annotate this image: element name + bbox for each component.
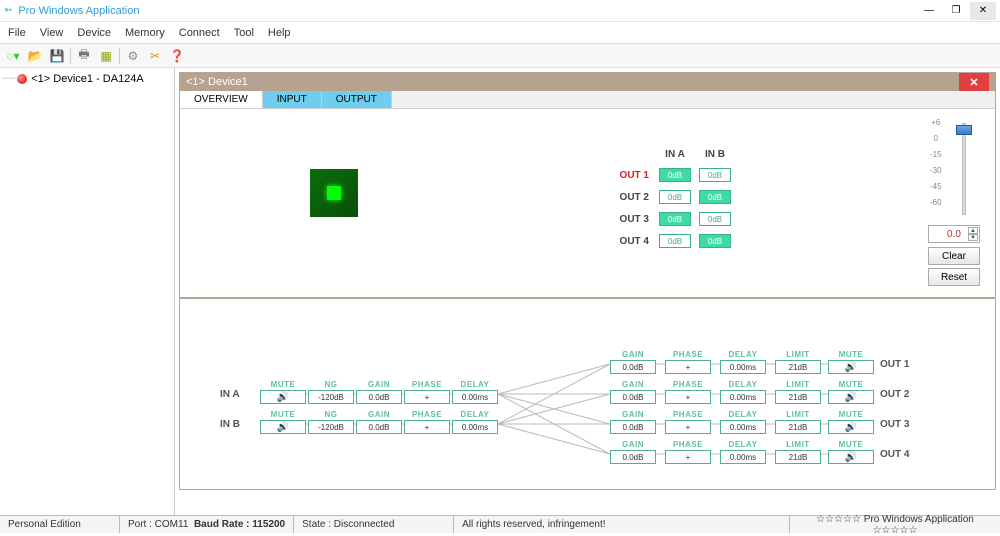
matrix-cell[interactable]: 0dB (699, 168, 731, 182)
new-icon[interactable]: ◌▾ (4, 47, 22, 65)
grid-icon[interactable]: ▦ (97, 47, 115, 65)
menu-file[interactable]: File (8, 27, 26, 39)
fader-value: 0.0 (947, 229, 961, 240)
toolbar: ◌▾ 📂 💾 🖶 ▦ ⚙ ✂ ❓ (0, 44, 1000, 68)
status-port: Port : COM11 Baud Rate : 115200 (120, 516, 294, 533)
menu-memory[interactable]: Memory (125, 27, 165, 39)
device-window-header[interactable]: <1> Device1 ✕ (180, 73, 995, 91)
workspace: <1> Device1 ✕ OVERVIEW INPUT OUTPUT IN A (175, 68, 1000, 515)
matrix-col-a: IN A (655, 149, 695, 160)
matrix-row: OUT 1 0dB 0dB (610, 164, 735, 186)
status-edition: Personal Edition (0, 516, 120, 533)
fader-track (962, 123, 966, 215)
menu-bar: File View Device Memory Connect Tool Hel… (0, 22, 1000, 44)
tree-node-label: <1> Device1 - DA124A (31, 73, 144, 85)
matrix-cell[interactable]: 0dB (659, 212, 691, 226)
signal-flow-panel: IN AIN BMUTE🔊NG-120dBGAIN0.0dBPHASE+DELA… (180, 299, 995, 489)
status-state: State : Disconnected (294, 516, 454, 533)
spinner-down[interactable]: ▼ (968, 234, 978, 241)
status-dot-icon (17, 74, 27, 84)
menu-device[interactable]: Device (77, 27, 111, 39)
status-rights: All rights reserved, infringement! (454, 516, 790, 533)
flow-connectors (180, 299, 995, 489)
status-bar: Personal Edition Port : COM11 Baud Rate … (0, 515, 1000, 533)
help-icon[interactable]: ❓ (168, 47, 186, 65)
matrix-row: OUT 2 0dB 0dB (610, 186, 735, 208)
menu-connect[interactable]: Connect (179, 27, 220, 39)
matrix-cell[interactable]: 0dB (699, 234, 731, 248)
reset-button[interactable]: Reset (928, 268, 980, 286)
fader-thumb[interactable] (956, 125, 972, 135)
matrix-cell[interactable]: 0dB (659, 190, 691, 204)
fader-value-input[interactable]: 0.0 ▲▼ (928, 225, 980, 243)
fader-panel: +60-15-30-45-60 0.0 ▲▼ Clear Reset (919, 119, 989, 289)
app-icon: ➳ (4, 5, 12, 16)
window-titlebar: ➳ Pro Windows Application — ❐ ✕ (0, 0, 1000, 22)
tab-input[interactable]: INPUT (263, 91, 322, 108)
spinner-up[interactable]: ▲ (968, 227, 978, 234)
gear-icon[interactable]: ⚙ (124, 47, 142, 65)
menu-help[interactable]: Help (268, 27, 291, 39)
matrix-row: OUT 4 0dB 0dB (610, 230, 735, 252)
matrix-row-label: OUT 4 (610, 236, 655, 247)
menu-view[interactable]: View (40, 27, 64, 39)
matrix-row-label: OUT 3 (610, 214, 655, 225)
save-icon[interactable]: 💾 (48, 47, 66, 65)
matrix-row: OUT 3 0dB 0dB (610, 208, 735, 230)
clear-button[interactable]: Clear (928, 247, 980, 265)
matrix-cell[interactable]: 0dB (699, 190, 731, 204)
tree-node-device1[interactable]: ┈┈ <1> Device1 - DA124A (2, 72, 172, 85)
matrix-cell[interactable]: 0dB (659, 234, 691, 248)
minimize-button[interactable]: — (916, 2, 942, 20)
overview-panel: IN A IN B OUT 1 0dB 0dB OUT 2 0dB 0dB OUT 3 0dB… (180, 109, 995, 299)
fader[interactable]: +60-15-30-45-60 (924, 119, 984, 219)
tab-output[interactable]: OUTPUT (322, 91, 392, 108)
device-icon[interactable]: 🖶 (75, 47, 93, 65)
chip-image (310, 169, 358, 217)
device-window-title: <1> Device1 (186, 76, 248, 88)
menu-tool[interactable]: Tool (234, 27, 254, 39)
matrix-cell[interactable]: 0dB (699, 212, 731, 226)
matrix-row-label: OUT 2 (610, 192, 655, 203)
device-window: <1> Device1 ✕ OVERVIEW INPUT OUTPUT IN A (179, 72, 996, 490)
fader-scale: +60-15-30-45-60 (930, 119, 942, 215)
close-button[interactable]: ✕ (970, 2, 996, 20)
window-title: Pro Windows Application (18, 5, 139, 17)
crosspoint-matrix: IN A IN B OUT 1 0dB 0dB OUT 2 0dB 0dB OUT 3 0dB… (610, 149, 735, 252)
tree-connector-icon: ┈┈ (2, 72, 15, 85)
tab-row: OVERVIEW INPUT OUTPUT (180, 91, 995, 109)
device-tree: ┈┈ <1> Device1 - DA124A (0, 68, 175, 515)
matrix-cell[interactable]: 0dB (659, 168, 691, 182)
open-icon[interactable]: 📂 (26, 47, 44, 65)
matrix-col-b: IN B (695, 149, 735, 160)
matrix-row-label: OUT 1 (610, 170, 655, 181)
tools-icon[interactable]: ✂ (146, 47, 164, 65)
tab-overview[interactable]: OVERVIEW (180, 91, 263, 108)
status-brand: ☆☆☆☆☆ Pro Windows Application ☆☆☆☆☆ (790, 516, 1000, 533)
device-close-button[interactable]: ✕ (959, 73, 989, 91)
maximize-button[interactable]: ❐ (943, 2, 969, 20)
